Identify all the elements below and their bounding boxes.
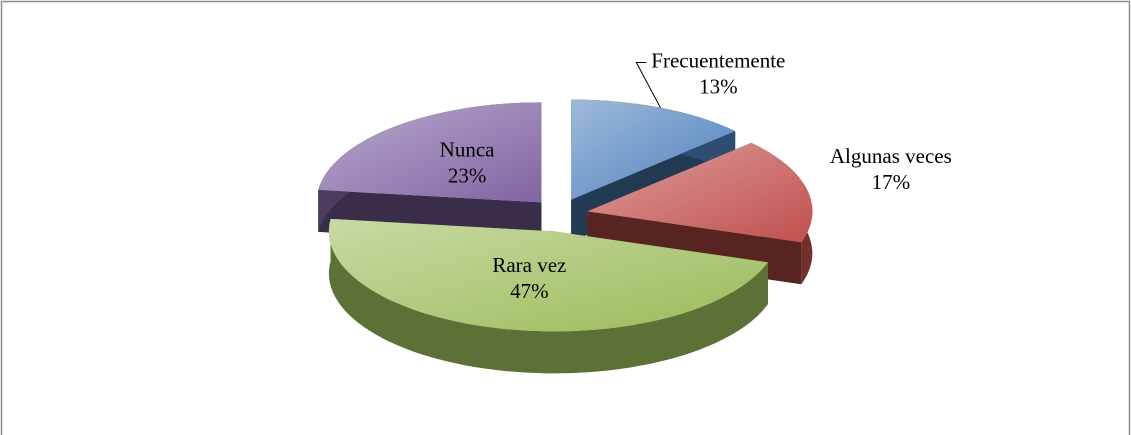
data-label-name: Frecuentemente bbox=[651, 48, 785, 72]
slice-highlight bbox=[587, 142, 813, 243]
data-label-name: Algunas veces bbox=[830, 144, 952, 168]
slice-side bbox=[328, 218, 768, 374]
slice-shade bbox=[328, 218, 768, 374]
data-label: 47% bbox=[510, 279, 549, 303]
data-label: 23% bbox=[448, 164, 487, 188]
slice-highlight bbox=[328, 218, 768, 332]
slice-highlight bbox=[318, 102, 542, 203]
data-label: 17% bbox=[872, 170, 911, 194]
leader-line bbox=[635, 61, 661, 109]
data-label-name: Rara vez bbox=[492, 253, 566, 277]
data-label-name: Nunca bbox=[440, 138, 495, 162]
slice bbox=[328, 218, 768, 374]
slice-highlight bbox=[571, 99, 736, 200]
data-label: 13% bbox=[699, 74, 738, 98]
